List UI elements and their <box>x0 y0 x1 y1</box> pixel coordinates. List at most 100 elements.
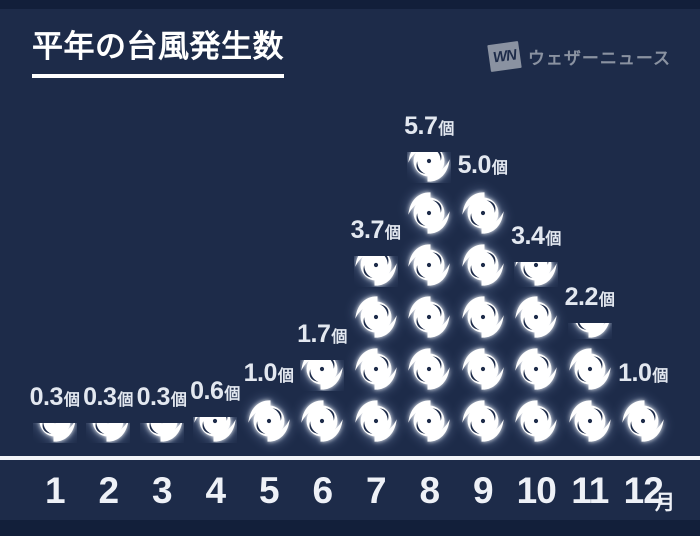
value-unit: 個 <box>331 329 348 346</box>
typhoon-icon <box>355 296 397 338</box>
page-title: 平年の台風発生数 <box>32 29 284 78</box>
value-label: 5.7 個 <box>404 114 454 139</box>
value-unit: 個 <box>224 386 241 403</box>
month-label-3: 3 <box>151 470 173 511</box>
month-column-7: 3.7 個 <box>349 218 403 443</box>
typhoon-icon <box>515 296 557 338</box>
value-number: 1.7 <box>297 320 331 348</box>
x-axis-labels: 1 2 3 4 5 6 7 8 9 10 11 12 <box>28 464 670 518</box>
month-label-6: 6 <box>312 470 333 511</box>
month-label-7: 7 <box>365 470 387 511</box>
typhoon-icon-cell <box>461 347 505 391</box>
value-unit: 個 <box>170 392 187 409</box>
month-column-12: 1.0 個 <box>617 361 671 443</box>
typhoon-icon-cell <box>461 295 505 339</box>
value-unit: 個 <box>652 368 669 385</box>
value-unit: 個 <box>545 231 562 248</box>
typhoon-icon <box>39 423 75 442</box>
typhoon-icon <box>408 152 450 182</box>
typhoon-icon-partial <box>86 423 130 443</box>
typhoon-icon <box>515 400 557 442</box>
value-label: 3.7 個 <box>351 218 401 243</box>
x-axis-line <box>0 456 700 460</box>
value-unit: 個 <box>63 392 80 409</box>
typhoon-icon-cell <box>407 347 451 391</box>
value-number: 3.7 <box>350 216 385 244</box>
value-number: 1.0 <box>618 359 652 387</box>
bottom-edge-band <box>0 520 700 536</box>
typhoon-icon-cell <box>354 399 398 443</box>
typhoon-icon-cell <box>514 295 558 339</box>
typhoon-icon-cell <box>461 399 505 443</box>
value-number: 5.0 <box>457 151 492 179</box>
typhoon-icon-cell <box>407 295 451 339</box>
typhoon-icon <box>146 423 182 442</box>
typhoon-icon <box>248 400 290 442</box>
value-number: 0.3 <box>136 383 171 411</box>
typhoon-icon-cell <box>568 347 612 391</box>
typhoon-icon-cell <box>621 399 665 443</box>
month-label-1: 1 <box>44 470 66 511</box>
value-unit: 個 <box>438 121 455 138</box>
month-label-12: 12 <box>623 470 664 511</box>
typhoon-icon-partial <box>407 152 451 183</box>
typhoon-icon <box>462 244 504 286</box>
month-column-8: 5.7 個 <box>403 114 457 443</box>
month-column-5: 1.0 個 <box>242 361 296 443</box>
typhoon-icon <box>408 400 450 442</box>
value-unit: 個 <box>491 160 508 177</box>
weathernews-logo: WN ウェザーニュース <box>487 40 671 73</box>
top-edge-band <box>0 0 700 9</box>
typhoon-icon-partial <box>354 256 398 287</box>
value-unit: 個 <box>277 368 294 385</box>
value-label: 2.2 個 <box>565 285 615 310</box>
month-label-11: 11 <box>571 470 609 511</box>
month-label-5: 5 <box>258 470 280 511</box>
pictograph-chart: 0.3 個 0.3 個 0.3 個 0.6 個 1.0 個 1.7 個 3.7 個 5.7 個 5.0 個 3.4 個… <box>28 86 670 443</box>
value-label: 1.0 個 <box>244 361 294 386</box>
typhoon-icon-cell <box>568 399 612 443</box>
month-column-3: 0.3 個 <box>135 385 189 443</box>
typhoon-icon <box>301 400 343 442</box>
value-number: 3.4 <box>511 222 545 250</box>
typhoon-icon <box>575 323 609 338</box>
typhoon-icon-cell <box>247 399 291 443</box>
month-column-1: 0.3 個 <box>28 385 82 443</box>
typhoon-icon <box>408 296 450 338</box>
value-unit: 個 <box>384 225 401 242</box>
typhoon-icon <box>462 192 504 234</box>
value-label: 3.4 個 <box>511 224 561 249</box>
typhoon-icon <box>408 348 450 390</box>
value-number: 2.2 <box>564 283 599 311</box>
month-label-2: 2 <box>98 470 119 511</box>
value-label: 1.0 個 <box>618 361 668 386</box>
typhoon-icon <box>515 262 557 286</box>
typhoon-icon-cell <box>514 399 558 443</box>
typhoon-icon <box>462 400 504 442</box>
typhoon-icon-partial <box>568 323 612 339</box>
month-label-9: 9 <box>472 470 494 511</box>
weathernews-logo-text: ウェザーニュース <box>527 49 671 68</box>
value-label: 0.6 個 <box>190 379 240 404</box>
typhoon-icon <box>92 423 129 442</box>
month-column-10: 3.4 個 <box>510 224 564 443</box>
month-column-9: 5.0 個 <box>456 153 510 443</box>
value-label: 5.0 個 <box>458 153 508 178</box>
typhoon-icon-partial <box>514 262 558 287</box>
month-column-6: 1.7 個 <box>296 322 350 443</box>
month-column-2: 0.3 個 <box>82 385 136 443</box>
typhoon-icon-cell <box>354 347 398 391</box>
value-number: 0.3 <box>29 383 64 411</box>
typhoon-icon <box>462 348 504 390</box>
typhoon-icon <box>355 256 397 286</box>
month-unit-label: 月 <box>655 492 675 514</box>
typhoon-icon <box>462 296 504 338</box>
value-label: 0.3 個 <box>137 385 187 410</box>
month-column-4: 0.6 個 <box>189 379 243 443</box>
value-label: 1.7 個 <box>297 322 347 347</box>
typhoon-icon-partial <box>33 423 77 443</box>
typhoon-icon <box>515 348 557 390</box>
value-number: 1.0 <box>243 359 278 387</box>
value-unit: 個 <box>598 292 615 309</box>
